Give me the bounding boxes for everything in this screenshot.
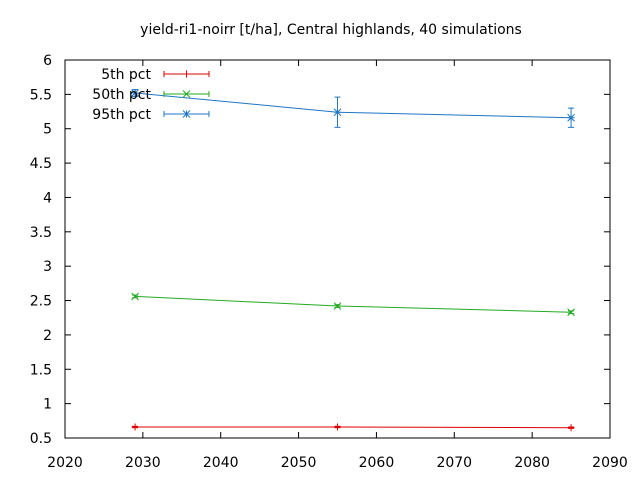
data-point	[567, 308, 575, 317]
y-axis: 0.5 1 1.5 2 2.5 3 3.5 4 4.5 5 5.5 6	[30, 53, 610, 447]
data-point	[567, 424, 575, 432]
marker-stroke	[567, 308, 575, 317]
data-point	[333, 108, 342, 117]
marker-stroke	[131, 292, 139, 301]
y-tick-label: 1	[43, 397, 52, 413]
legend-label: 95th pct	[92, 107, 151, 123]
marker-stroke	[182, 110, 191, 118]
y-tick-label: 4	[43, 190, 52, 206]
y-tick-label: 1.5	[30, 362, 52, 378]
data-point	[334, 423, 341, 431]
plot-frame	[64, 59, 611, 439]
series-line	[135, 426, 572, 429]
legend-label: 5th pct	[101, 67, 151, 83]
series-layer	[131, 89, 575, 432]
legend-item: 50th pct	[92, 87, 210, 103]
x-tick-label: 2050	[281, 455, 317, 471]
x-tick-label: 2060	[359, 455, 395, 471]
y-tick-label: 5.5	[30, 87, 52, 103]
chart-title: yield-ri1-noirr [t/ha], Central highland…	[140, 22, 522, 38]
y-tick-label: 6	[43, 53, 52, 69]
data-point	[131, 423, 139, 431]
data-point	[131, 89, 139, 97]
y-tick-label: 3.5	[30, 225, 52, 241]
series-line	[135, 295, 572, 313]
marker-stroke	[182, 90, 191, 98]
data-point	[567, 113, 575, 122]
y-tick-label: 3	[43, 259, 52, 275]
marker-stroke	[131, 89, 139, 97]
x-axis: 2020 2030 2040 2050 2060 2070 2080 2090	[47, 60, 628, 471]
legend-item: 95th pct	[92, 107, 210, 123]
x-tick-label: 2040	[203, 455, 239, 471]
data-point	[131, 292, 139, 301]
data-point	[183, 70, 190, 78]
y-tick-label: 0.5	[30, 431, 52, 447]
x-tick-label: 2080	[514, 455, 550, 471]
y-tick-label: 5	[43, 122, 52, 138]
data-point	[333, 302, 342, 310]
series-5th-pct	[131, 423, 575, 432]
legend-item: 5th pct	[101, 67, 210, 83]
x-tick-label: 2030	[125, 455, 161, 471]
x-tick-label: 2090	[592, 455, 628, 471]
x-tick-label: 2070	[436, 455, 472, 471]
y-tick-label: 4.5	[30, 156, 52, 172]
legend-label: 50th pct	[92, 87, 151, 103]
marker-stroke	[567, 113, 575, 122]
data-point	[182, 110, 191, 118]
series-95th-pct	[131, 89, 575, 128]
y-tick-label: 2.5	[30, 294, 52, 310]
data-point	[182, 90, 191, 98]
legend: 5th pct 50th pct 95th pct	[92, 67, 210, 123]
marker-stroke	[333, 302, 342, 310]
x-tick-label: 2020	[47, 455, 83, 471]
marker-stroke	[333, 108, 342, 117]
y-tick-label: 2	[43, 328, 52, 344]
series-50th-pct	[131, 292, 575, 317]
